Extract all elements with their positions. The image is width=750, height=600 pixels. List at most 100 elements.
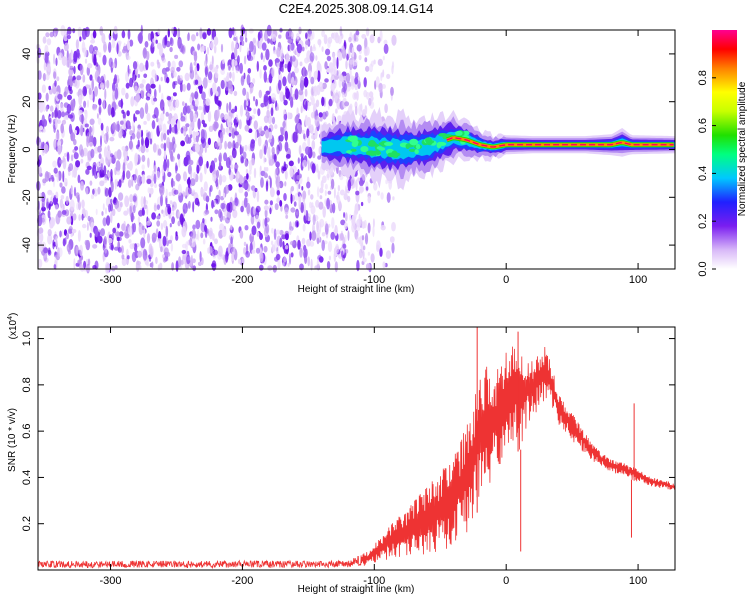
band-highlight bbox=[414, 149, 419, 155]
noise-speck bbox=[372, 218, 375, 228]
noise-speck bbox=[69, 65, 74, 71]
noise-speck bbox=[160, 132, 164, 142]
noise-speck bbox=[274, 203, 279, 211]
noise-speck bbox=[116, 42, 119, 55]
noise-speck bbox=[157, 148, 162, 156]
noise-speck bbox=[41, 114, 45, 127]
noise-speck bbox=[202, 77, 208, 89]
noise-speck bbox=[214, 66, 218, 74]
noise-speck bbox=[283, 193, 287, 201]
noise-speck bbox=[143, 73, 148, 79]
noise-speck bbox=[56, 76, 60, 82]
noise-speck bbox=[355, 72, 359, 79]
noise-speck bbox=[239, 34, 244, 42]
noise-speck bbox=[270, 107, 274, 117]
noise-speck bbox=[257, 31, 261, 41]
noise-speck bbox=[212, 249, 218, 256]
noise-speck bbox=[262, 55, 265, 63]
noise-speck bbox=[243, 241, 247, 247]
noise-speck bbox=[240, 75, 245, 86]
colorbar-label: Normalized spectral amplitude bbox=[737, 81, 748, 216]
noise-speck bbox=[263, 115, 269, 124]
noise-speck bbox=[117, 120, 120, 133]
noise-speck bbox=[225, 251, 229, 263]
noise-speck bbox=[311, 96, 315, 106]
noise-speck bbox=[319, 123, 323, 133]
noise-speck bbox=[39, 233, 44, 243]
noise-speck bbox=[356, 259, 360, 272]
noise-speck bbox=[363, 77, 367, 88]
noise-speck bbox=[213, 44, 217, 54]
noise-speck bbox=[339, 199, 342, 211]
noise-speck bbox=[364, 46, 370, 56]
noise-speck bbox=[303, 76, 309, 88]
noise-speck bbox=[56, 119, 61, 124]
noise-speck bbox=[291, 55, 296, 62]
noise-speck bbox=[112, 82, 116, 92]
noise-speck bbox=[97, 172, 100, 178]
noise-speck bbox=[211, 55, 214, 66]
noise-speck bbox=[156, 59, 160, 65]
noise-speck bbox=[99, 26, 104, 36]
noise-speck bbox=[276, 182, 281, 189]
noise-speck bbox=[80, 158, 84, 164]
noise-speck bbox=[95, 62, 99, 67]
noise-speck bbox=[219, 131, 224, 144]
noise-speck bbox=[391, 242, 395, 254]
noise-speck bbox=[341, 250, 344, 258]
noise-speck bbox=[263, 145, 267, 156]
noise-speck bbox=[170, 235, 173, 242]
noise-speck bbox=[356, 236, 359, 244]
noise-speck bbox=[151, 232, 157, 243]
noise-speck bbox=[108, 41, 112, 53]
noise-speck bbox=[284, 170, 288, 180]
noise-speck bbox=[86, 221, 89, 231]
noise-speck bbox=[78, 214, 81, 221]
noise-speck bbox=[177, 220, 181, 227]
noise-speck bbox=[155, 228, 159, 238]
noise-speck bbox=[367, 222, 371, 234]
noise-speck bbox=[287, 61, 292, 73]
noise-speck bbox=[263, 155, 266, 164]
noise-speck bbox=[358, 54, 362, 61]
noise-speck bbox=[265, 167, 269, 172]
noise-speck bbox=[308, 124, 313, 133]
noise-speck bbox=[185, 123, 190, 128]
noise-speck bbox=[133, 243, 138, 252]
noise-speck bbox=[112, 90, 115, 101]
noise-speck bbox=[246, 47, 250, 56]
noise-speck bbox=[103, 135, 107, 141]
noise-speck bbox=[38, 101, 44, 113]
noise-speck bbox=[317, 38, 322, 46]
noise-speck bbox=[315, 55, 318, 61]
noise-speck bbox=[66, 103, 72, 114]
y-tick-label: 1.0 bbox=[21, 331, 33, 346]
noise-speck bbox=[318, 81, 324, 90]
noise-speck bbox=[65, 115, 69, 120]
noise-speck bbox=[234, 124, 237, 132]
noise-speck bbox=[354, 92, 357, 99]
noise-speck bbox=[205, 195, 210, 203]
noise-speck bbox=[217, 137, 221, 147]
noise-speck bbox=[376, 240, 381, 251]
noise-speck bbox=[290, 252, 294, 258]
noise-speck bbox=[335, 108, 338, 114]
noise-speck bbox=[351, 46, 355, 59]
noise-speck bbox=[48, 203, 51, 211]
noise-speck bbox=[126, 55, 131, 61]
noise-speck bbox=[278, 79, 282, 91]
noise-speck bbox=[267, 115, 273, 124]
noise-speck bbox=[239, 104, 244, 117]
noise-speck bbox=[153, 164, 157, 173]
noise-speck bbox=[44, 44, 49, 55]
noise-speck bbox=[218, 245, 223, 257]
noise-speck bbox=[165, 225, 169, 238]
noise-speck bbox=[154, 73, 157, 82]
noise-speck bbox=[302, 223, 306, 232]
noise-speck bbox=[232, 209, 238, 219]
colorbar-gradient bbox=[712, 30, 737, 269]
noise-speck bbox=[95, 208, 98, 216]
noise-speck bbox=[207, 137, 211, 146]
noise-speck bbox=[156, 117, 159, 123]
noise-speck bbox=[201, 257, 204, 266]
